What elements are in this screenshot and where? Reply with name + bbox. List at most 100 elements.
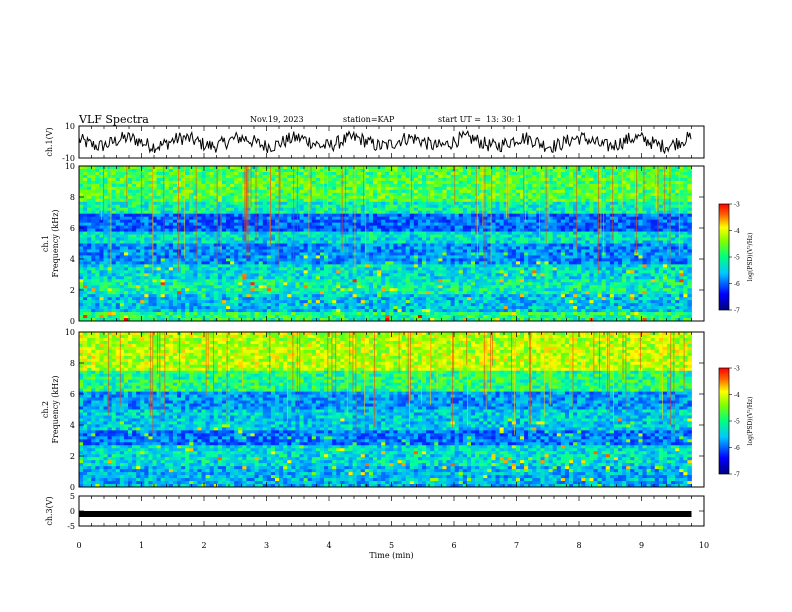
psd-cell <box>115 183 121 188</box>
psd-cell <box>593 201 598 206</box>
psd-cell <box>450 252 456 256</box>
psd-cell <box>618 166 623 170</box>
psd-cell <box>230 240 235 244</box>
psd-cell <box>148 183 153 188</box>
psd-cell <box>168 228 174 232</box>
psd-cell <box>679 222 684 227</box>
psd-cell <box>201 255 206 259</box>
psd-cell <box>373 168 378 173</box>
psd-cell <box>381 213 386 218</box>
psd-cell <box>389 192 394 197</box>
psd-cell <box>471 216 476 221</box>
psd-cell <box>466 252 472 256</box>
psd-cell <box>409 189 415 194</box>
psd-cell <box>193 180 198 185</box>
psd-cell <box>401 255 407 259</box>
psd-cell <box>626 240 631 244</box>
psd-cell <box>426 228 431 232</box>
psd-cell <box>569 252 574 256</box>
psd-cell <box>307 183 313 188</box>
psd-cell <box>181 183 186 188</box>
psd-cell <box>103 237 108 241</box>
psd-cell <box>132 237 137 241</box>
psd-cell <box>434 168 439 173</box>
psd-cell <box>683 168 688 173</box>
psd-cell <box>156 166 162 170</box>
psd-cell <box>148 201 153 206</box>
psd-cell <box>593 225 598 229</box>
psd-cell <box>266 240 272 244</box>
psd-cell <box>662 174 668 179</box>
psd-cell <box>148 222 153 227</box>
psd-cell <box>119 207 125 212</box>
psd-cell <box>687 234 692 238</box>
station-label: station=KAP <box>343 115 395 124</box>
psd-cell <box>115 249 121 253</box>
psd-cell <box>340 174 345 179</box>
psd-cell <box>95 261 100 265</box>
psd-cell <box>340 183 345 188</box>
psd-cell <box>446 177 451 182</box>
psd-cell <box>111 261 117 265</box>
psd-cell <box>654 177 660 182</box>
psd-cell <box>221 180 227 185</box>
psd-cell <box>601 255 607 259</box>
psd-cell <box>626 171 631 176</box>
psd-cell <box>593 228 598 232</box>
psd-cell <box>201 243 206 247</box>
psd-cell <box>226 258 231 262</box>
psd-cell <box>524 180 529 185</box>
psd-cell <box>491 249 496 253</box>
psd-cell <box>119 186 125 191</box>
psd-cell <box>136 213 141 218</box>
psd-cell <box>589 171 594 176</box>
psd-cell <box>564 183 570 188</box>
psd-cell <box>144 177 149 182</box>
psd-cell <box>91 168 96 173</box>
psd-cell <box>552 180 558 185</box>
psd-cell <box>230 246 235 250</box>
psd-cell <box>303 166 309 170</box>
psd-cell <box>205 171 211 176</box>
psd-cell <box>491 234 496 238</box>
psd-cell <box>573 219 578 224</box>
psd-cell <box>397 189 402 194</box>
psd-cell <box>360 166 366 170</box>
psd-cell <box>609 255 615 259</box>
psd-cell <box>499 237 505 241</box>
psd-cell <box>667 177 672 182</box>
psd-cell <box>438 192 443 197</box>
psd-cell <box>336 186 341 191</box>
psd-cell <box>275 255 280 259</box>
psd-cell <box>458 204 464 209</box>
psd-cell <box>340 177 345 182</box>
psd-cell <box>328 186 333 191</box>
psd-cell <box>270 246 276 250</box>
psd-cell <box>430 198 435 203</box>
psd-cell <box>487 174 492 179</box>
psd-cell <box>646 168 652 173</box>
psd-cell <box>544 195 549 200</box>
psd-cell <box>311 255 317 259</box>
psd-cell <box>495 180 500 185</box>
psd-cell <box>597 231 603 235</box>
psd-cell <box>605 210 611 215</box>
psd-cell <box>181 231 186 235</box>
psd-cell <box>185 210 190 215</box>
psd-cell <box>193 186 198 191</box>
psd-cell <box>201 201 206 206</box>
psd-cell <box>311 210 317 215</box>
psd-cell <box>405 219 411 224</box>
psd-cell <box>115 171 121 176</box>
psd-cell <box>450 177 456 182</box>
psd-cell <box>667 258 672 262</box>
psd-cell <box>356 201 362 206</box>
psd-cell <box>373 228 378 232</box>
psd-cell <box>299 198 304 203</box>
psd-cell <box>328 243 333 247</box>
psd-cell <box>299 255 304 259</box>
psd-cell <box>340 243 345 247</box>
psd-cell <box>658 174 664 179</box>
psd-cell <box>111 201 117 206</box>
psd-cell <box>348 213 353 218</box>
